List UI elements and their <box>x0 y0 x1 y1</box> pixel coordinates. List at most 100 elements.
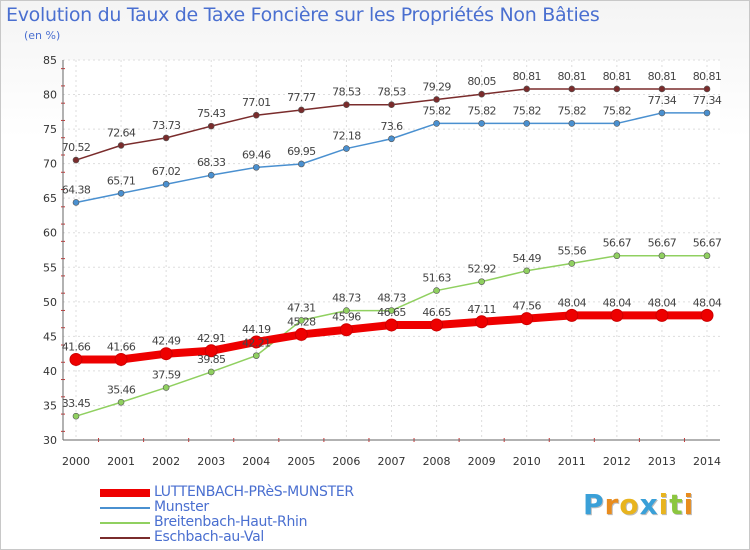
data-label: 64.38 <box>62 183 91 196</box>
y-tick-label: 65 <box>43 192 57 205</box>
y-tick-label: 40 <box>43 365 57 378</box>
data-point <box>339 323 353 337</box>
x-tick-label: 2012 <box>603 455 631 468</box>
x-tick-label: 2011 <box>558 455 586 468</box>
data-label: 52.92 <box>467 263 496 276</box>
data-label: 75.82 <box>467 104 496 117</box>
legend-swatch <box>100 537 150 539</box>
data-label: 77.77 <box>287 91 316 104</box>
y-tick-label: 75 <box>43 123 57 136</box>
y-tick-label: 60 <box>43 227 57 240</box>
data-point <box>388 307 395 314</box>
data-point <box>162 134 170 142</box>
data-point <box>207 122 215 130</box>
data-label: 75.43 <box>197 107 226 120</box>
data-label: 70.52 <box>62 141 91 154</box>
data-label: 41.66 <box>62 340 91 353</box>
data-label: 46.65 <box>377 306 406 319</box>
data-point <box>72 199 80 206</box>
data-point <box>252 352 260 359</box>
data-point <box>700 308 714 322</box>
data-label: 75.82 <box>512 104 541 117</box>
data-label: 69.46 <box>242 148 271 161</box>
data-point <box>294 327 308 341</box>
data-label: 48.73 <box>377 292 406 305</box>
data-label: 56.67 <box>693 237 722 250</box>
data-label: 42.21 <box>242 337 271 350</box>
data-point <box>388 101 395 109</box>
unit-label: (en %) <box>24 29 61 42</box>
data-label: 39.85 <box>197 353 226 366</box>
data-point <box>430 318 444 332</box>
data-label: 77.34 <box>648 94 677 107</box>
data-label: 65.71 <box>107 174 136 187</box>
legend-label: Eschbach-au-Val <box>154 529 264 545</box>
data-point <box>117 189 125 197</box>
data-point <box>72 412 80 420</box>
data-point <box>72 156 80 164</box>
data-point <box>478 278 485 285</box>
data-point <box>520 312 534 326</box>
data-point <box>162 180 170 188</box>
data-point <box>69 352 83 366</box>
data-point <box>613 85 621 93</box>
y-tick-label: 45 <box>43 330 57 343</box>
y-tick-label: 30 <box>43 434 57 447</box>
data-point <box>703 109 711 117</box>
x-tick-label: 2007 <box>378 455 406 468</box>
logo-letter: x <box>639 488 659 521</box>
data-label: 48.04 <box>693 296 722 309</box>
data-label: 42.49 <box>152 335 181 348</box>
data-point <box>207 368 215 376</box>
data-point <box>658 85 666 93</box>
data-point <box>204 344 218 358</box>
data-label: 47.56 <box>512 300 541 313</box>
legend-swatch <box>100 507 150 509</box>
x-tick-label: 2010 <box>513 455 541 468</box>
data-point <box>523 267 531 275</box>
legend-label: Breitenbach-Haut-Rhin <box>154 514 308 530</box>
data-point <box>433 96 440 103</box>
data-label: 75.82 <box>558 104 587 117</box>
data-point <box>433 287 440 294</box>
data-point <box>658 109 666 117</box>
logo-letter: i <box>683 488 695 521</box>
data-point <box>433 120 440 127</box>
logo-letter: t <box>669 488 684 521</box>
y-tick-label: 55 <box>43 261 57 274</box>
x-tick-label: 2008 <box>423 455 451 468</box>
data-label: 48.04 <box>603 296 632 309</box>
data-point <box>298 106 305 114</box>
x-tick-label: 2004 <box>242 455 270 468</box>
data-point <box>613 252 621 260</box>
x-tick-label: 2001 <box>107 455 135 468</box>
logo-letter: P <box>583 488 605 521</box>
data-label: 80.81 <box>693 70 722 83</box>
data-point <box>207 171 215 179</box>
data-point <box>249 335 263 349</box>
data-label: 41.66 <box>107 340 136 353</box>
data-label: 75.82 <box>422 104 451 117</box>
data-label: 78.53 <box>332 86 361 99</box>
data-label: 78.53 <box>377 86 406 99</box>
data-label: 48.04 <box>648 296 677 309</box>
proxiti-logo: Proxiti <box>583 488 694 521</box>
y-tick-label: 80 <box>43 89 57 102</box>
data-point <box>343 101 350 109</box>
data-point <box>343 145 350 152</box>
legend-label: LUTTENBACH-PRèS-MUNSTER <box>154 484 354 500</box>
y-tick-label: 35 <box>43 399 57 412</box>
data-point <box>568 120 576 127</box>
data-label: 47.11 <box>467 303 496 316</box>
data-label: 80.81 <box>558 70 587 83</box>
data-point <box>478 90 485 98</box>
data-label: 79.29 <box>422 80 451 93</box>
data-point <box>703 85 711 93</box>
x-tick-label: 2003 <box>197 455 225 468</box>
x-tick-label: 2014 <box>693 455 721 468</box>
y-tick-label: 85 <box>43 54 57 67</box>
data-point <box>298 160 305 168</box>
data-label: 56.67 <box>603 237 632 250</box>
data-point <box>117 398 125 406</box>
data-label: 47.31 <box>287 301 316 314</box>
